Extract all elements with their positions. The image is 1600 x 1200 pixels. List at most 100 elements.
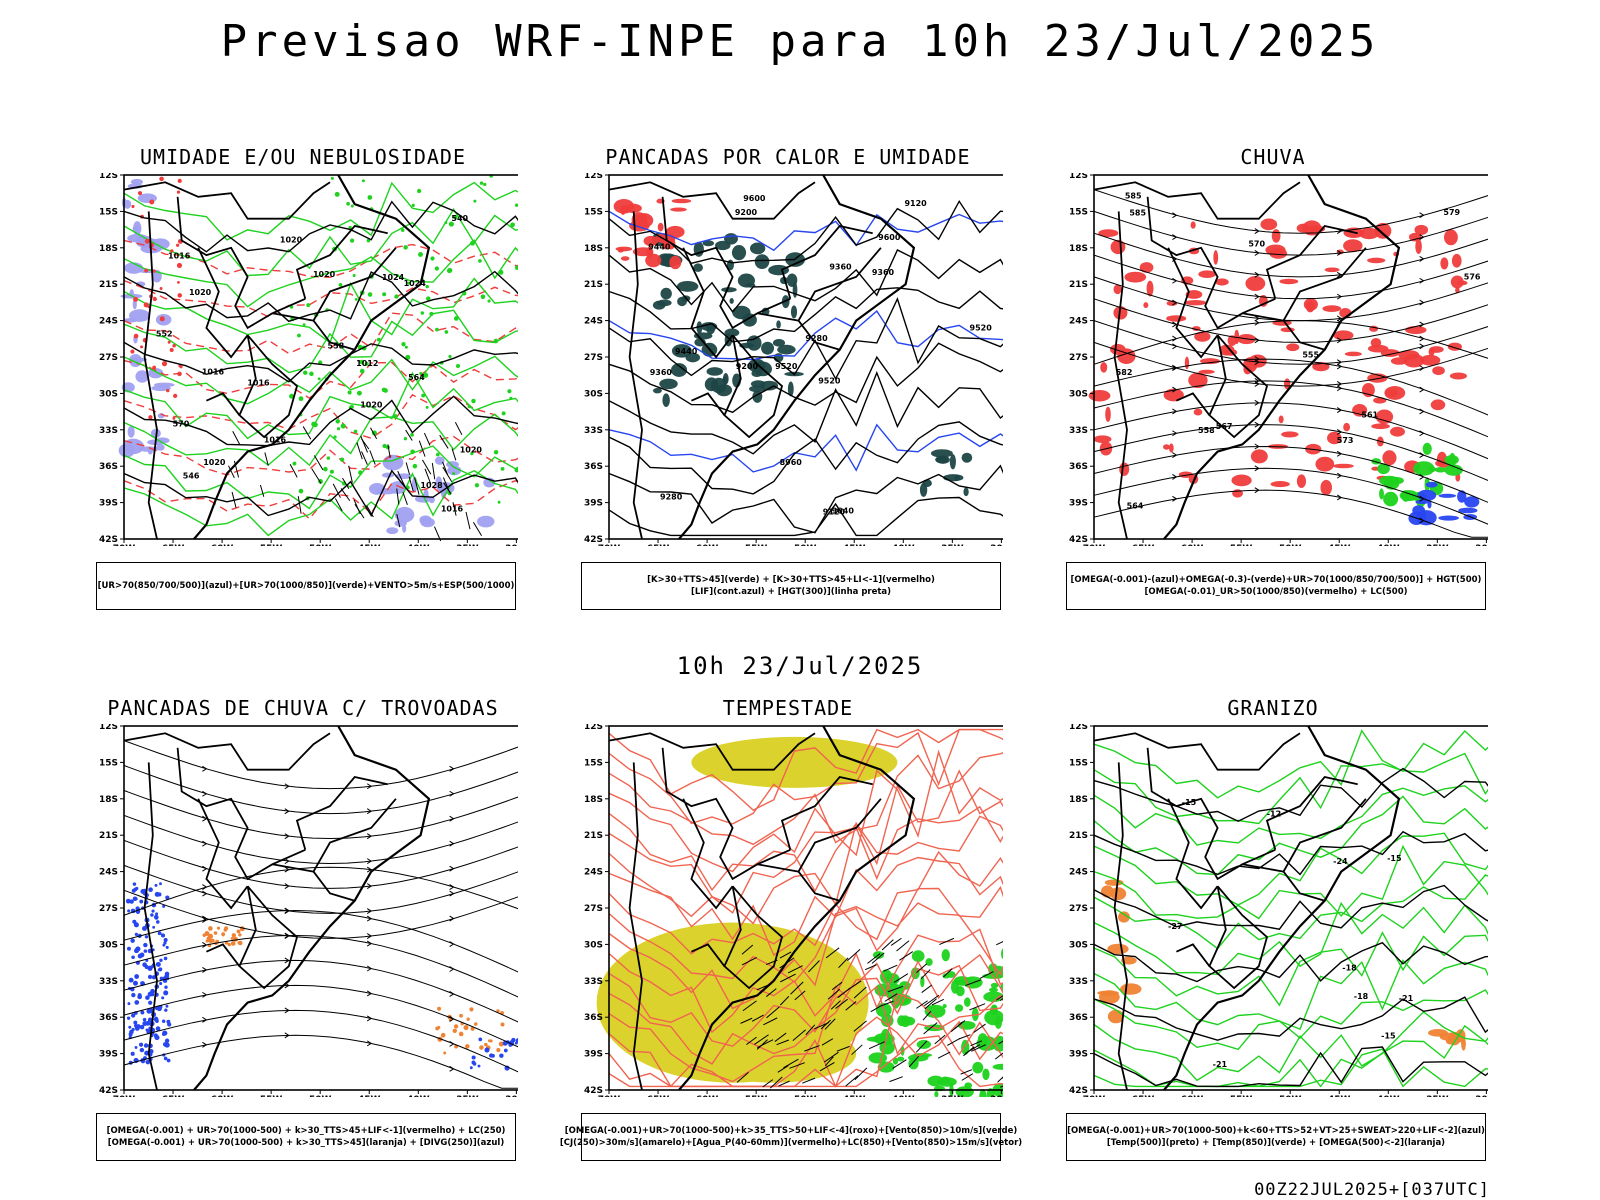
hgt500-streamline [1093, 402, 1488, 460]
blue-divg-dot [155, 912, 159, 916]
blue-divg-dot [132, 980, 138, 986]
teal-instability-area [671, 344, 692, 358]
wind-vector [366, 505, 374, 518]
red-rh-dot [177, 281, 180, 284]
red-rain-area [1367, 373, 1388, 383]
teal-instability-area [706, 367, 723, 376]
wind850-vector [998, 1040, 1003, 1045]
contour-label: 573 [1337, 436, 1354, 445]
green-rh-dot [330, 176, 334, 180]
wind850-vector [763, 1017, 778, 1026]
wind850-vector [979, 971, 994, 979]
red-rh-dot [144, 238, 150, 244]
green-rh-contour [123, 239, 518, 308]
blue-divg-dot [131, 888, 136, 893]
green-rh-dot [418, 251, 423, 257]
blue-divg-dot [143, 925, 148, 930]
green-rh-dot [395, 274, 399, 278]
lon-tick-label: 70W [598, 544, 621, 546]
green-wind-area [1000, 948, 1003, 960]
orange-tts-dot [237, 941, 241, 945]
wind850-vector [741, 944, 754, 955]
red-instability-area [620, 256, 630, 261]
wind-vector [396, 488, 400, 505]
red-instability-area [669, 255, 682, 270]
temp500-contour [1093, 767, 1488, 822]
green-wind-area [866, 1036, 886, 1042]
red-rain-area [1278, 415, 1284, 424]
wind-vector [334, 498, 343, 512]
blue-divg-dot [153, 914, 159, 920]
wind850-vector [934, 1034, 946, 1045]
green-wind-area [911, 950, 925, 963]
blue-divg-dot [143, 949, 148, 953]
streamline-arrow [366, 915, 373, 922]
green-rh-dot [382, 292, 387, 297]
contour-label: 1020 [360, 401, 383, 410]
orange-tts-dot [459, 1013, 463, 1018]
contour-label: 1016 [441, 504, 464, 513]
streamline-arrow [449, 941, 455, 947]
purple-rh-area [402, 524, 407, 533]
border-line [691, 392, 726, 416]
streamline-arrow [1254, 356, 1260, 363]
blue-divg-dot [165, 945, 169, 949]
red-rain-area [1324, 267, 1340, 273]
purple-rh-area [135, 370, 149, 383]
contour-label: 8960 [780, 458, 803, 467]
blue-divg-dot [127, 1002, 131, 1006]
wind850-vector [790, 981, 804, 995]
blue-divg-dot [156, 920, 160, 924]
orange-tts-dot [230, 941, 236, 946]
streamline-arrow [1254, 337, 1260, 344]
wind850-vector [884, 993, 898, 1002]
blue-divg-dot [164, 1038, 170, 1043]
wind-vector [431, 462, 436, 480]
blue-divg-dot [150, 965, 154, 969]
contour-label: -24 [1333, 857, 1348, 866]
contour-label: 1012 [356, 359, 378, 368]
wind-vector [454, 422, 463, 436]
border-line [238, 334, 299, 439]
blue-divg-dot [131, 955, 135, 960]
red-rain-area [1200, 358, 1221, 365]
blue-divg-dot [164, 985, 168, 989]
teal-instability-area [963, 487, 969, 497]
red-instability-area [643, 235, 658, 247]
blue-divg-dot [158, 967, 163, 972]
blue-omega-area [1457, 490, 1467, 503]
red-water-contour [608, 850, 1003, 955]
lon-tick-label: 30W [990, 1095, 1003, 1097]
red-rh-dot [149, 199, 155, 205]
lon-tick-label: 65W [162, 1095, 185, 1097]
red-rain-area [1382, 450, 1397, 466]
legend-line: [Temp(500)](preto) + [Temp(850)](verde) … [1106, 1138, 1446, 1148]
green-wind-area [940, 1076, 950, 1084]
border-line [272, 247, 397, 322]
lat-tick-label: 36S [99, 1013, 118, 1023]
green-rh-dot [455, 364, 461, 369]
lat-tick-label: 33S [584, 977, 603, 987]
blue-divg-dot [504, 1065, 510, 1071]
lon-tick-label: 35W [1426, 1095, 1449, 1097]
border-line [206, 392, 241, 416]
purple-rh-area [130, 178, 143, 185]
coastline [193, 725, 431, 1091]
lon-tick-label: 65W [1132, 544, 1155, 546]
green-rh-dot [350, 204, 354, 208]
green-rh-dot [452, 472, 456, 475]
contour-label: 1024 [382, 273, 405, 282]
blue-divg-dot [143, 1043, 149, 1048]
map-tempestade: 12S 15S 18S 21S 24S 27S 30S 33S 36S 39S 42S70W 65W 6… [584, 724, 1003, 1097]
red-rain-area [1193, 408, 1203, 416]
red-rain-area [1093, 435, 1112, 444]
red-rain-area [1119, 462, 1130, 476]
border-line [780, 225, 873, 300]
wind850-vector [889, 1076, 903, 1083]
lat-tick-label: 36S [99, 462, 118, 472]
streamline-arrow [1254, 293, 1260, 300]
blue-divg-dot [132, 896, 138, 902]
wind850-vector [741, 956, 757, 966]
green-rh-dot [381, 387, 387, 393]
wind-vector [369, 450, 376, 465]
